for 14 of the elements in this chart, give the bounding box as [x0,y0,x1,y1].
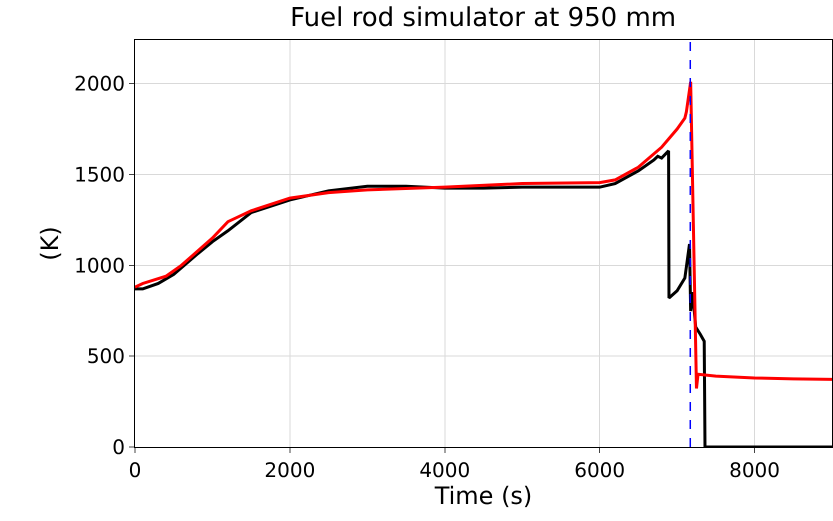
y-tick-label: 500 [86,344,125,368]
y-axis-title: (K) [36,226,64,261]
y-tick-label: 1500 [74,162,125,186]
chart-title: Fuel rod simulator at 950 mm [290,3,676,34]
x-tick-label: 6000 [574,458,626,482]
x-tick-label: 0 [128,458,142,482]
y-tick-label: 1000 [74,253,125,278]
x-axis-title: Time (s) [434,482,532,510]
x-tick-label: 4000 [419,458,470,482]
x-tick-label: 2000 [264,458,316,482]
y-tick-label: 2000 [74,72,125,96]
y-tick-label: 0 [112,435,125,459]
line-series [135,80,832,390]
x-tick-label: 8000 [729,458,780,482]
